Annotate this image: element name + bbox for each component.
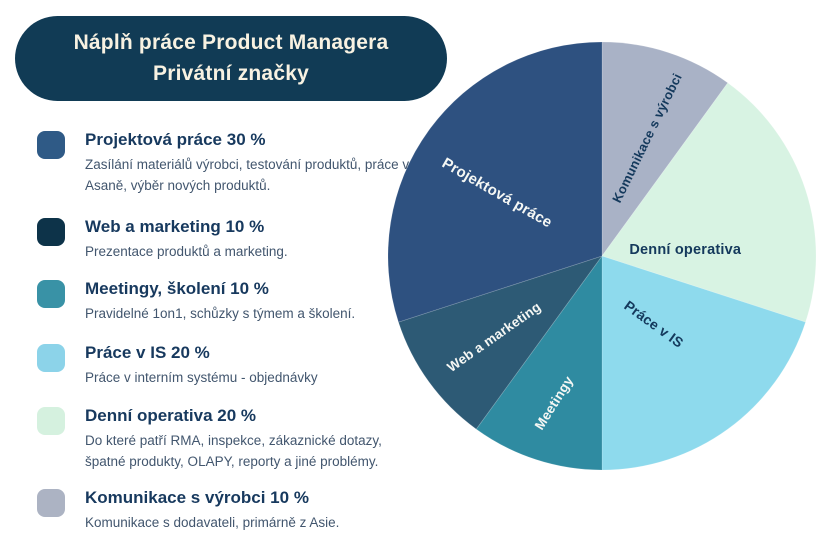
pie-slice-meetingy <box>475 254 603 470</box>
pie-chart: Komunikace s výrobci Denní operativa Práce… <box>388 42 816 470</box>
legend-item-web-a-marketing: Web a marketing 10 % Prezentace produktů… <box>37 217 421 263</box>
legend-item-heading: Práce v IS 20 % <box>85 343 210 362</box>
legend-item-description: Pravidelné 1on1, schůzky s týmem a škole… <box>85 306 356 322</box>
legend-item-heading: Komunikace s výrobci 10 % <box>85 488 309 507</box>
legend-item-description: Prezentace produktů a marketing. <box>85 244 288 260</box>
legend-item-description: Zasílání materiálů výrobci, testování pr… <box>85 157 410 193</box>
chart-title-line1: Náplň práce Product Managera <box>73 31 389 55</box>
chart-title: Náplň práce Product Managera Privátní zn… <box>15 16 447 101</box>
pie-slice-denni-operativa <box>601 82 816 323</box>
legend-swatch-web-a-marketing <box>37 218 65 246</box>
legend-item-heading: Web a marketing 10 % <box>85 217 265 236</box>
legend-item-heading: Projektová práce 30 % <box>85 130 266 149</box>
legend-swatch-prace-v-is <box>37 344 65 372</box>
legend-item-komunikace-s-vyrobci: Komunikace s výrobci 10 % Komunikace s d… <box>37 488 421 534</box>
pie-slice-web-a-marketing <box>397 255 604 430</box>
legend-item-description: Práce v interním systému - objednávky <box>85 370 318 386</box>
legend-swatch-projektova-prace <box>37 131 65 159</box>
legend-swatch-meetingy-skoleni <box>37 280 65 308</box>
legend-item-heading: Meetingy, školení 10 % <box>85 279 269 298</box>
legend-swatch-komunikace-s-vyrobci <box>37 489 65 517</box>
legend-item-heading: Denní operativa 20 % <box>85 406 257 425</box>
legend-item-meetingy-skoleni: Meetingy, školení 10 % Pravidelné 1on1, … <box>37 279 421 325</box>
legend-item-projektova-prace: Projektová práce 30 % Zasílání materiálů… <box>37 130 421 196</box>
legend-item-description: Komunikace s dodavateli, primárně z Asie… <box>85 515 340 531</box>
pie-slice-projektova-prace <box>388 42 603 323</box>
legend-item-denni-operativa: Denní operativa 20 % Do které patří RMA,… <box>37 406 421 472</box>
pie-slice-prace-v-is <box>601 255 807 470</box>
legend-item-prace-v-is: Práce v IS 20 % Práce v interním systému… <box>37 343 421 389</box>
pie-chart-svg <box>388 42 816 470</box>
pie-slice-komunikace-s-vyrobci <box>601 42 729 258</box>
chart-title-line2: Privátní značky <box>153 61 309 85</box>
legend-item-description: Do které patří RMA, inspekce, zákaznické… <box>85 433 382 469</box>
legend-swatch-denni-operativa <box>37 407 65 435</box>
legend: Projektová práce 30 % Zasílání materiálů… <box>37 0 409 553</box>
